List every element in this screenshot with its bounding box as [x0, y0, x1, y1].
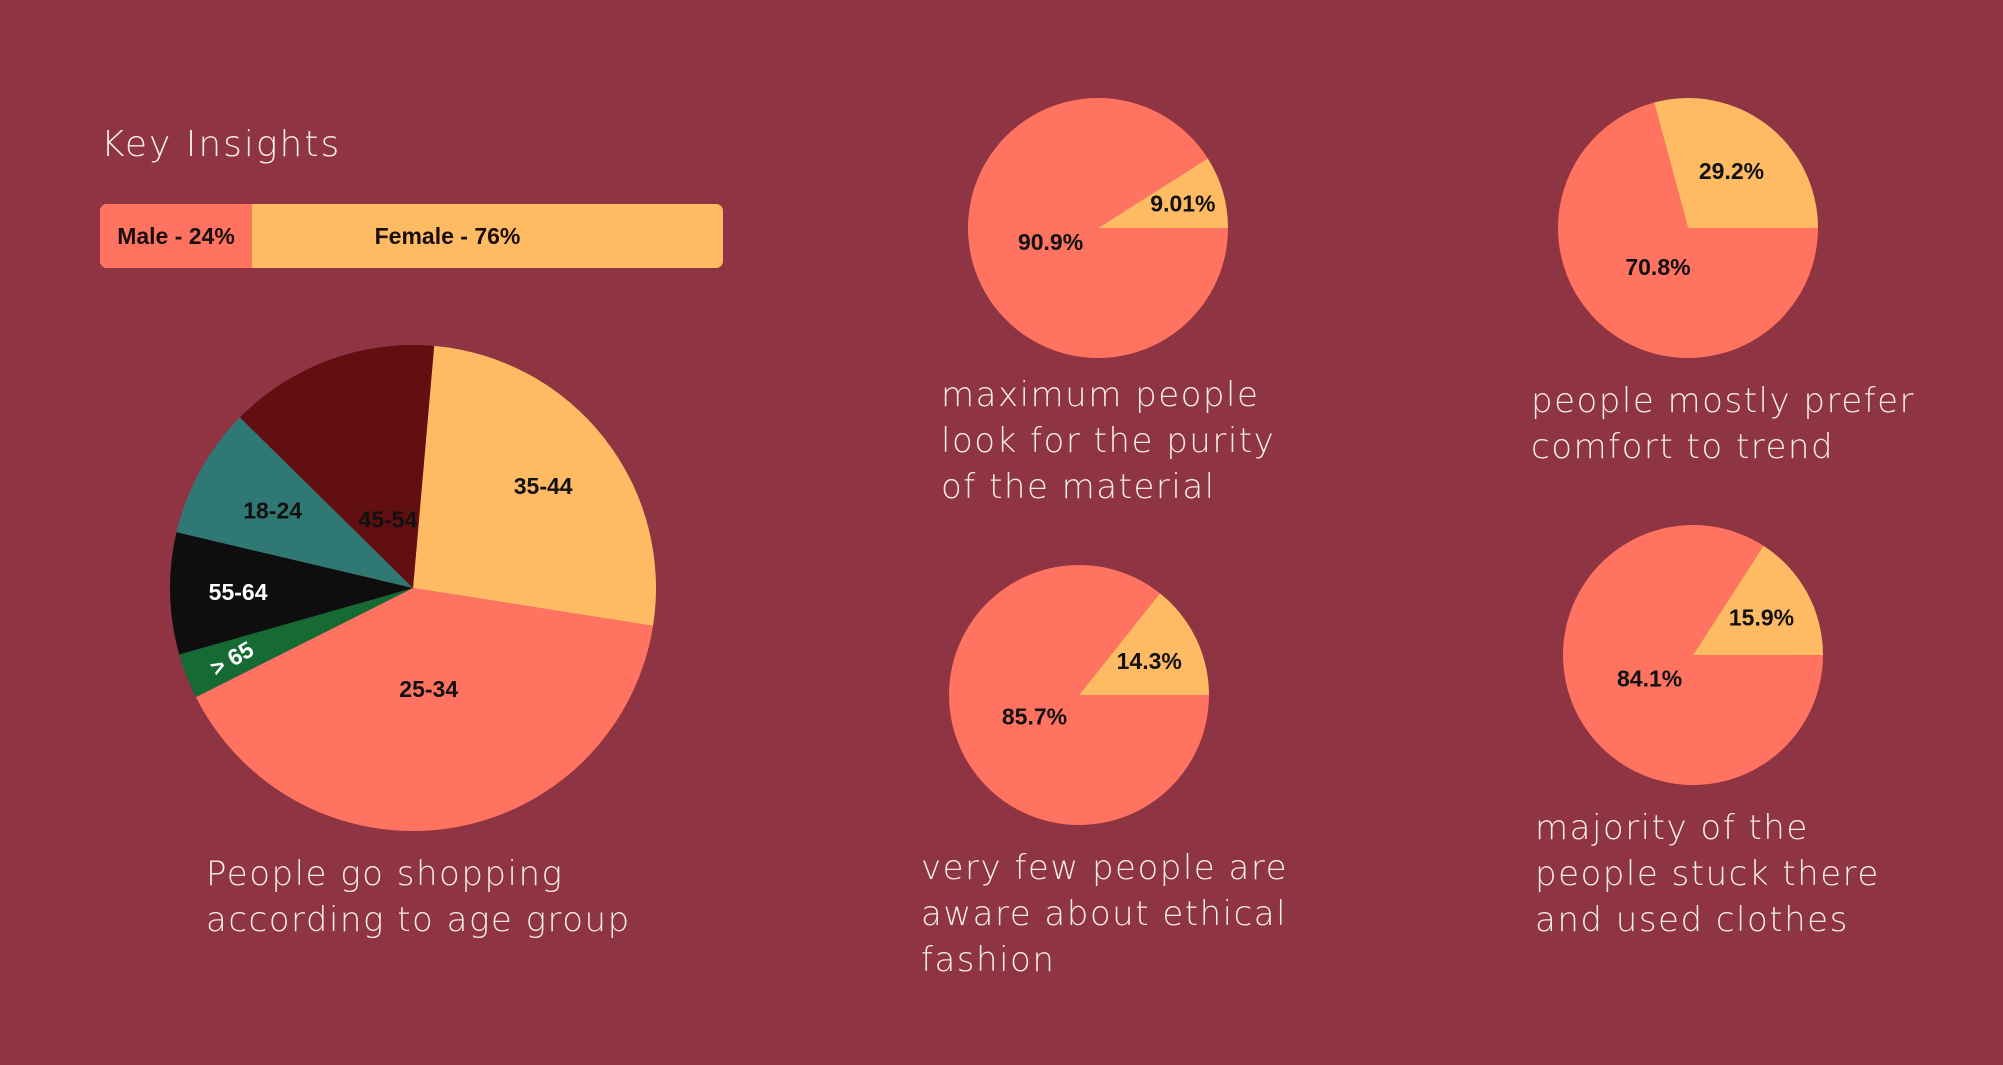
slice-label: 85.7% [1002, 703, 1067, 729]
caption-line: look for the purity [941, 421, 1276, 461]
caption-line: aware about ethical [921, 894, 1288, 934]
pie-slice [1654, 98, 1818, 229]
pie-slice [413, 345, 656, 626]
slice-label: 29.2% [1699, 158, 1764, 184]
pie-slice [176, 417, 413, 588]
pie-slice [1563, 525, 1823, 785]
caption-line: maximum people [941, 375, 1260, 415]
gender-split-bar: Male - 24% Female - 76% [100, 204, 723, 268]
male-label: Male - 24% [117, 222, 235, 249]
slice-label: 15.9% [1729, 605, 1794, 631]
caption-line: people mostly prefer [1531, 381, 1915, 421]
slice-label: 18-24 [243, 497, 302, 523]
female-label: Female - 76% [374, 222, 521, 249]
purity-pie: 9.01% 90.9% [968, 97, 1228, 358]
slice-label: 45-54 [358, 507, 417, 533]
pie-slice [179, 588, 413, 698]
slice-label: 84.1% [1617, 666, 1682, 692]
used-caption: majority of the people stuck there and u… [1535, 805, 1880, 943]
purity-caption: maximum people look for the purity of th… [941, 372, 1275, 510]
caption-line: fashion [921, 940, 1056, 980]
pie-slice [239, 345, 435, 588]
pie-slice [1558, 102, 1818, 358]
caption-line: People go shopping [206, 854, 564, 894]
pie-slice [968, 97, 1228, 358]
pie-slice [1098, 158, 1228, 229]
male-segment: Male - 24% [100, 204, 252, 268]
slice-label: 70.8% [1625, 254, 1690, 280]
caption-line: according to age group [206, 900, 631, 940]
ethical-caption: very few people are aware about ethical … [921, 845, 1288, 983]
caption-line: comfort to trend [1531, 427, 1835, 467]
caption-line: of the material [941, 467, 1216, 507]
slice-label: 55-64 [209, 579, 268, 605]
caption-line: and used clothes [1535, 900, 1849, 940]
pie-slice [1693, 545, 1823, 656]
ethical-pie: 14.3% 85.7% [949, 565, 1209, 825]
pie-slice [949, 565, 1209, 825]
slice-label: 9.01% [1150, 190, 1215, 216]
pie-slice [169, 532, 413, 655]
pie-slice [1079, 593, 1209, 695]
caption-line: majority of the [1535, 808, 1809, 848]
page-title: Key Insights [101, 124, 342, 165]
age-caption: People go shopping according to age grou… [206, 851, 631, 943]
caption-line: people stuck there [1535, 854, 1880, 894]
comfort-caption: people mostly prefer comfort to trend [1531, 378, 1915, 470]
slice-label: 25-34 [399, 676, 458, 702]
comfort-pie: 29.2% 70.8% [1558, 98, 1818, 358]
female-segment: Female - 76% [252, 204, 723, 268]
pie-slice [195, 588, 654, 831]
slice-label: 35-44 [514, 473, 573, 499]
slice-label: 90.9% [1018, 229, 1083, 255]
slice-label: 14.3% [1117, 648, 1182, 674]
used-clothes-pie: 15.9% 84.1% [1563, 525, 1823, 785]
caption-line: very few people are [921, 848, 1288, 888]
